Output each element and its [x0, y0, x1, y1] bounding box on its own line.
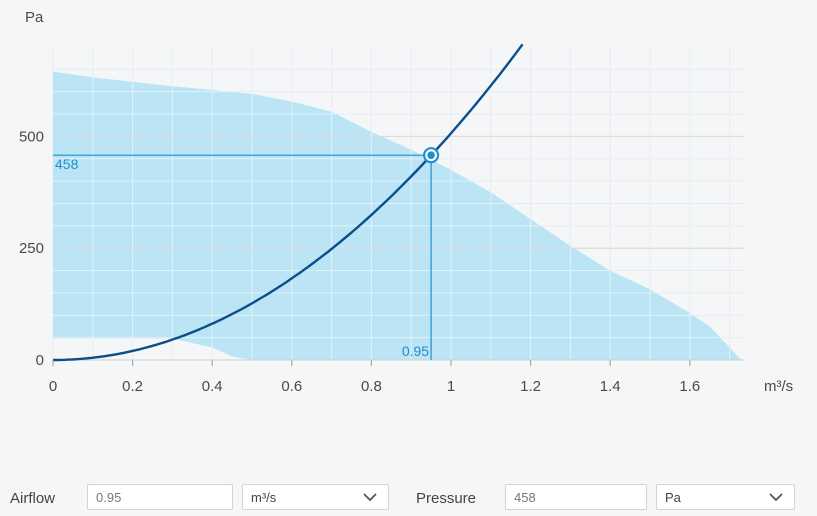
y-tick-label: 250	[19, 240, 44, 257]
y-tick-label: 500	[19, 128, 44, 145]
x-tick-label: 1.2	[520, 378, 541, 395]
pressure-input[interactable]	[505, 484, 647, 510]
x-axis-unit: m³/s	[764, 378, 793, 395]
x-axis-ticks: 0 0.2 0.4 0.6 0.8 1 1.2 1.4 1.6	[49, 360, 700, 395]
x-tick-label: 1.4	[600, 378, 621, 395]
chevron-down-icon	[769, 493, 783, 502]
pressure-label: Pressure	[416, 490, 477, 507]
chevron-down-icon	[363, 493, 377, 502]
airflow-unit-select[interactable]: m³/s	[242, 484, 389, 510]
x-tick-label: 0	[49, 378, 57, 395]
x-tick-label: 0.4	[202, 378, 223, 395]
x-tick-label: 1.6	[679, 378, 700, 395]
airflow-input[interactable]	[87, 484, 233, 510]
pressure-unit-value: Pa	[665, 490, 681, 505]
x-tick-label: 0.6	[281, 378, 302, 395]
operating-point-pressure-label: 458	[55, 156, 79, 172]
airflow-unit-value: m³/s	[251, 490, 277, 505]
operating-range-area	[53, 71, 742, 360]
operating-point-controls: Airflow m³/s Pressure Pa	[0, 484, 817, 514]
y-axis-ticks: 0 250 500	[19, 128, 44, 369]
operating-point-airflow-label: 0.95	[402, 343, 429, 359]
airflow-label: Airflow	[10, 490, 56, 507]
x-tick-label: 0.2	[122, 378, 143, 395]
pressure-unit-select[interactable]: Pa	[656, 484, 795, 510]
x-tick-label: 1	[447, 378, 455, 395]
operating-point-dot	[427, 151, 435, 159]
y-tick-label: 0	[36, 352, 44, 369]
y-axis-unit: Pa	[25, 9, 44, 26]
x-tick-label: 0.8	[361, 378, 382, 395]
system-curve	[53, 43, 524, 362]
fan-performance-chart: 458 0.95 0 0.2 0.4 0.6 0.8 1 1.2 1.4 1.6 0 250 500…	[19, 9, 793, 395]
